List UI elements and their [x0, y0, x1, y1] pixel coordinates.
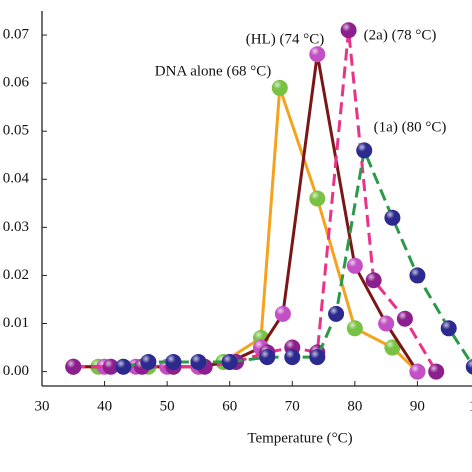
y-tick-label: 0.01	[3, 315, 29, 331]
x-tick-label: 40	[97, 398, 112, 414]
y-tick-label: 0.03	[3, 219, 29, 235]
point-shine	[440, 320, 457, 337]
point-shine	[346, 320, 363, 337]
point-shine	[346, 257, 363, 274]
point-shine	[309, 46, 326, 63]
series-line	[73, 86, 419, 373]
point-shine	[378, 315, 395, 332]
series-line	[123, 148, 472, 369]
y-tick-label: 0.06	[3, 75, 30, 91]
x-tick-label: 50	[160, 398, 175, 414]
y-tick-label: 0.04	[3, 171, 30, 187]
series-line	[73, 52, 419, 373]
series-annotation: (1a) (80 °C)	[374, 119, 447, 135]
series-annotation: (2a) (78 °C)	[364, 27, 437, 43]
y-tick-label: 0.05	[3, 123, 29, 139]
series-annotation: (HL) (74 °C)	[246, 31, 324, 47]
point-shine	[340, 22, 357, 39]
point-shine	[65, 358, 82, 375]
point-shine	[274, 305, 291, 322]
point-shine	[140, 353, 157, 370]
point-shine	[384, 209, 401, 226]
point-shine	[428, 363, 445, 380]
point-shine	[409, 363, 426, 380]
point-shine	[309, 190, 326, 207]
point-shine	[271, 79, 288, 96]
point-shine	[284, 349, 301, 366]
point-shine	[102, 358, 119, 375]
x-tick-label: 90	[410, 398, 425, 414]
point-shine	[221, 353, 238, 370]
x-tick-label: 80	[347, 398, 362, 414]
x-tick-label: 30	[35, 398, 50, 414]
x-tick-label: 70	[285, 398, 300, 414]
y-tick-label: 0.02	[3, 267, 29, 283]
point-shine	[409, 267, 426, 284]
y-tick-label: 0.07	[3, 26, 30, 42]
point-shine	[328, 305, 345, 322]
point-shine	[309, 349, 326, 366]
point-shine	[190, 353, 207, 370]
y-tick-label: 0.00	[3, 363, 29, 379]
point-shine	[465, 358, 472, 375]
x-tick-label: 60	[222, 398, 237, 414]
point-shine	[356, 142, 373, 159]
point-shine	[165, 353, 182, 370]
point-shine	[396, 310, 413, 327]
point-shine	[115, 358, 132, 375]
point-shine	[384, 339, 401, 356]
point-shine	[259, 349, 276, 366]
series-annotation: DNA alone (68 °C)	[155, 63, 271, 79]
x-axis-label: Temperature (°C)	[247, 430, 352, 446]
x-tick-label: 100	[469, 398, 472, 414]
point-shine	[365, 272, 382, 289]
